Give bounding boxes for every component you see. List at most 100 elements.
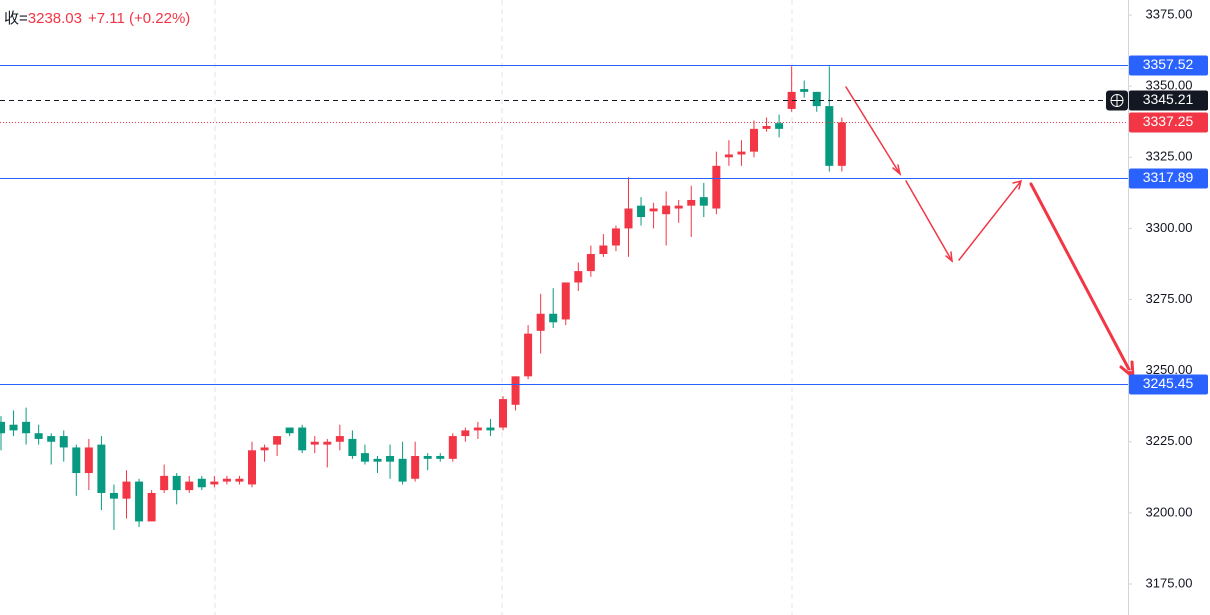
- candle-body: [185, 481, 194, 491]
- crosshair-icon: [1111, 94, 1123, 107]
- candle-body: [699, 197, 708, 206]
- price-label-box: [1129, 55, 1208, 76]
- candle-body: [473, 427, 482, 431]
- price-label: 3337.25: [1143, 113, 1194, 129]
- candle-body: [461, 430, 470, 437]
- y-tick-label: 3250.00: [1146, 362, 1193, 377]
- candle-body: [122, 481, 131, 499]
- candle-body: [160, 475, 169, 491]
- arrow-head: [1012, 179, 1023, 190]
- candle-body: [386, 455, 395, 462]
- candle-body: [310, 441, 319, 445]
- y-tick-label: 3375.00: [1146, 7, 1193, 22]
- forecast-arrows: [845, 86, 1135, 381]
- candle-body: [448, 436, 457, 459]
- candle-body: [235, 478, 244, 482]
- price-label-box: [1129, 112, 1208, 133]
- price-label: 3345.21: [1143, 91, 1194, 107]
- y-tick-label: 3200.00: [1146, 504, 1193, 519]
- candle-body: [486, 427, 495, 431]
- candle-body: [674, 205, 683, 209]
- arrow: [845, 86, 901, 175]
- candle-body: [84, 447, 93, 474]
- candle-body: [524, 333, 533, 377]
- candle-body: [298, 427, 307, 451]
- candle-body: [637, 205, 646, 218]
- candle-body: [624, 208, 633, 229]
- candle-body: [285, 427, 294, 434]
- candle-body: [599, 245, 608, 255]
- candle-body: [323, 441, 332, 445]
- candle-body: [273, 436, 282, 445]
- candle-body: [260, 447, 269, 451]
- candle-body: [762, 126, 771, 129]
- price-label-box: [1129, 90, 1208, 111]
- y-tick-label: 3225.00: [1146, 433, 1193, 448]
- candle-body: [423, 455, 432, 459]
- price-label: 3357.52: [1143, 56, 1194, 72]
- price-label: 3317.89: [1143, 169, 1194, 185]
- plot: [0, 65, 1128, 530]
- candle-body: [59, 436, 68, 448]
- candle-body: [436, 455, 445, 459]
- candle-body: [611, 228, 620, 246]
- candle-body: [248, 450, 256, 485]
- candle-body: [109, 492, 118, 499]
- y-tick-label: 3300.00: [1146, 220, 1193, 235]
- candle-body: [649, 208, 658, 212]
- candle-body: [775, 123, 784, 129]
- candle-body: [586, 254, 595, 272]
- y-tick-label: 3275.00: [1146, 291, 1193, 306]
- header-close: 3238.03: [28, 10, 82, 27]
- price-label-box: [1129, 374, 1208, 395]
- candle-body: [34, 433, 43, 439]
- candle-body: [210, 481, 219, 485]
- candle-body: [172, 475, 181, 491]
- price-label-box: [1129, 168, 1208, 189]
- candle-body: [837, 122, 846, 166]
- candle-body: [360, 453, 369, 462]
- header: 收=3238.03 +7.11 (+0.22%): [4, 10, 190, 27]
- header-change: +7.11 (+0.22%): [88, 10, 190, 27]
- arrow: [905, 180, 953, 262]
- candle-body: [812, 91, 821, 107]
- price-axis: 3175.00 3200.00 3225.00 3250.00 3275.00 3300.…: [1106, 7, 1208, 590]
- candle-body: [373, 458, 382, 462]
- candle-body: [687, 199, 696, 206]
- candle-body: [9, 424, 18, 431]
- candle-body: [147, 492, 156, 522]
- candle-body: [536, 313, 545, 331]
- candle-body: [511, 376, 520, 405]
- candle-body: [47, 436, 56, 442]
- candle-body: [411, 455, 420, 479]
- arrow-head: [892, 164, 902, 177]
- candle-body: [22, 421, 31, 434]
- candle-body: [222, 478, 231, 482]
- candle-body: [135, 481, 144, 522]
- y-tick-label: 3350.00: [1146, 78, 1193, 93]
- candle-body: [800, 89, 809, 92]
- candle-body: [737, 151, 746, 155]
- candle-body: [662, 205, 671, 215]
- y-tick-label: 3325.00: [1146, 149, 1193, 164]
- candle-body: [197, 478, 206, 488]
- candle-body: [335, 436, 344, 442]
- candle-body: [549, 313, 558, 323]
- candle-body: [724, 154, 733, 158]
- candle-body: [825, 106, 834, 166]
- y-tick-label: 3175.00: [1146, 575, 1193, 590]
- candle-body: [750, 128, 758, 152]
- header-prefix: 收=: [4, 10, 28, 27]
- candle-body: [574, 271, 583, 283]
- arrow: [958, 180, 1022, 261]
- candle-body: [561, 282, 570, 320]
- arrow-head: [945, 251, 953, 263]
- candle-body: [787, 91, 796, 109]
- candle-body: [72, 447, 81, 474]
- candle-body: [97, 444, 106, 493]
- candle-body: [0, 421, 5, 434]
- price-label: 3245.45: [1143, 375, 1194, 391]
- candle-body: [712, 165, 721, 209]
